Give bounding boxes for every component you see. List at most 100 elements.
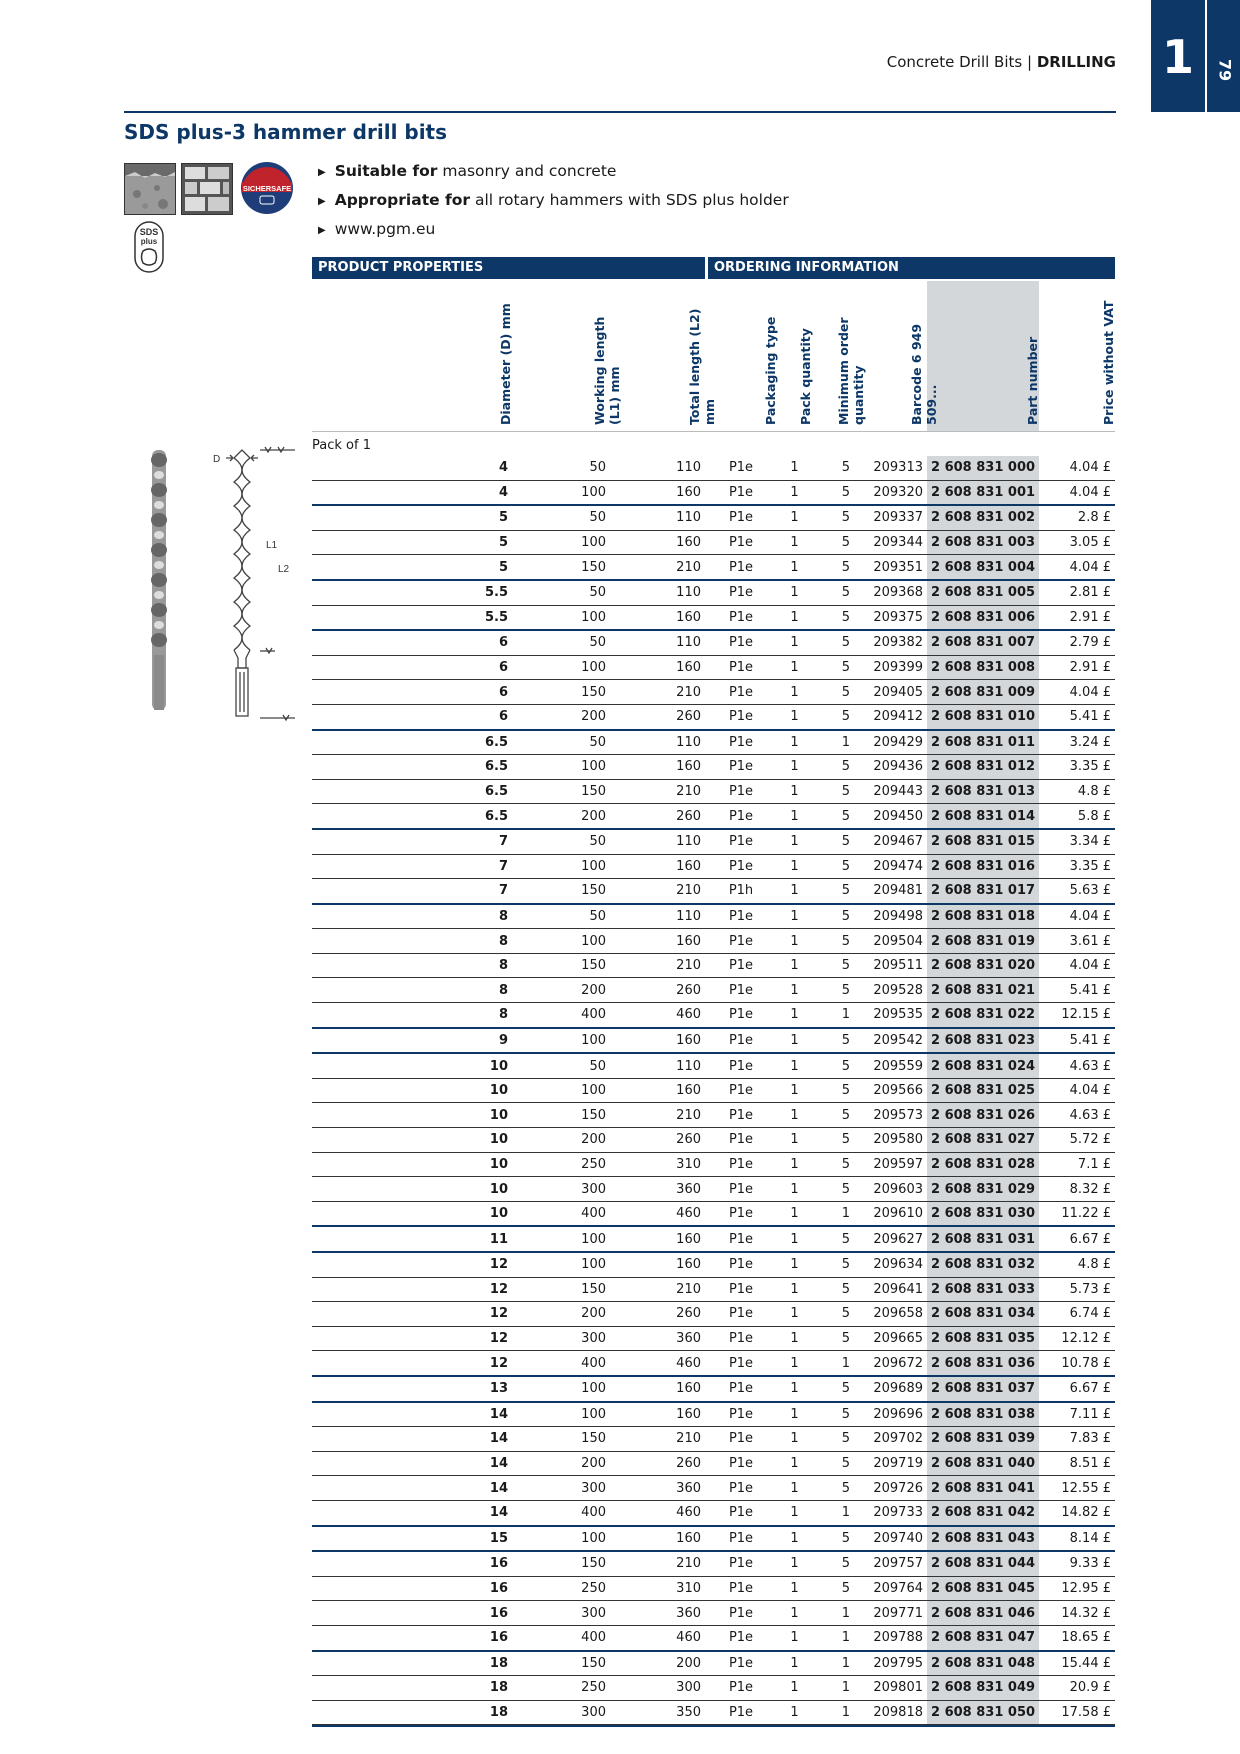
plus-label: plus [141,237,158,246]
column-header: Working length (L1) mm [512,281,622,431]
cell-price: 11.22 £ [1039,1201,1115,1227]
cell-price: 10.78 £ [1039,1350,1115,1377]
cell-diameter: 10 [312,1078,512,1104]
cell-working-length: 150 [512,554,610,581]
cell-min-order: 5 [812,629,854,656]
table-row: 18 150 200 P1e 1 1 209795 2 608 831 048 15.44 £ [312,1649,1115,1677]
cell-pack-quantity: 1 [777,902,812,930]
cell-packaging-type: P1h [705,878,777,905]
cell-pack-quantity: 1 [777,480,812,506]
cell-min-order: 1 [812,1201,854,1227]
cell-part-number: 2 608 831 037 [927,1374,1039,1403]
cell-barcode: 209351 [854,554,927,581]
cell-working-length: 150 [512,1550,610,1577]
cell-part-number: 2 608 831 038 [927,1400,1039,1428]
cell-barcode: 209368 [854,578,927,606]
cell-working-length: 200 [512,704,610,731]
cell-price: 5.63 £ [1039,878,1115,905]
cell-diameter: 10 [312,1176,512,1202]
cell-working-length: 100 [512,1524,610,1552]
cell-working-length: 400 [512,1625,610,1652]
website-link[interactable]: www.pgm.eu [334,220,436,238]
cell-total-length: 210 [610,779,705,805]
cell-total-length: 260 [610,977,705,1004]
cell-diameter: 13 [312,1374,512,1403]
table-row: 4 50 110 P1e 1 5 209313 2 608 831 000 4.04 £ [312,456,1115,481]
cell-working-length: 100 [512,655,610,681]
cell-diameter: 9 [312,1026,512,1054]
cell-price: 7.1 £ [1039,1152,1115,1178]
column-header-label: Price without VAT [1101,300,1116,425]
cell-diameter: 10 [312,1127,512,1153]
cell-total-length: 210 [610,1550,705,1577]
cell-min-order: 5 [812,1078,854,1104]
cell-diameter: 8 [312,928,512,954]
cell-total-length: 310 [610,1576,705,1602]
table-row: 16 300 360 P1e 1 1 209771 2 608 831 046 14.32 £ [312,1600,1115,1626]
cell-total-length: 160 [610,754,705,780]
cell-min-order: 1 [812,1500,854,1527]
cell-pack-quantity: 1 [777,1675,812,1701]
cell-total-length: 360 [610,1475,705,1501]
cell-working-length: 200 [512,977,610,1004]
cell-min-order: 1 [812,1625,854,1652]
drill-bit-diagram: D L1 L2 [151,446,295,722]
cell-pack-quantity: 1 [777,779,812,805]
column-header: Barcode 6 949 509... [854,281,939,431]
sds-plus-icon: SDS plus [134,221,164,273]
cell-packaging-type: P1e [705,754,777,780]
table-row: 10 150 210 P1e 1 5 209573 2 608 831 026 4.63 £ [312,1102,1115,1129]
cell-price: 8.32 £ [1039,1176,1115,1202]
cell-part-number: 2 608 831 034 [927,1301,1039,1327]
cell-packaging-type: P1e [705,854,777,880]
cell-diameter: 14 [312,1500,512,1527]
cell-diameter: 6.5 [312,803,512,830]
cell-part-number: 2 608 831 041 [927,1475,1039,1501]
table-row: 6.5 200 260 P1e 1 5 209450 2 608 831 014 5.8 £ [312,803,1115,830]
table-row: 7 100 160 P1e 1 5 209474 2 608 831 016 3.35 £ [312,854,1115,880]
cell-part-number: 2 608 831 030 [927,1201,1039,1227]
section-ordering-information: ORDERING INFORMATION [708,257,1115,279]
cell-barcode: 209429 [854,728,927,756]
cell-min-order: 5 [812,827,854,855]
cell-diameter: 6 [312,704,512,731]
cell-price: 2.8 £ [1039,504,1115,531]
cell-working-length: 100 [512,480,610,506]
table-row: 5 100 160 P1e 1 5 209344 2 608 831 003 3.05 £ [312,530,1115,556]
cell-part-number: 2 608 831 050 [927,1700,1039,1726]
cell-min-order: 5 [812,1550,854,1577]
cell-working-length: 100 [512,1400,610,1428]
cell-total-length: 210 [610,953,705,979]
cell-pack-quantity: 1 [777,803,812,830]
cell-price: 6.67 £ [1039,1374,1115,1403]
cell-working-length: 400 [512,1201,610,1227]
cell-part-number: 2 608 831 032 [927,1250,1039,1278]
cell-price: 5.41 £ [1039,977,1115,1004]
cell-packaging-type: P1e [705,1675,777,1701]
cell-price: 9.33 £ [1039,1550,1115,1577]
cell-working-length: 250 [512,1152,610,1178]
cell-part-number: 2 608 831 012 [927,754,1039,780]
cell-working-length: 50 [512,578,610,606]
cell-packaging-type: P1e [705,1700,777,1726]
cell-part-number: 2 608 831 046 [927,1600,1039,1626]
cell-diameter: 8 [312,953,512,979]
cell-total-length: 260 [610,1127,705,1153]
table-row: 10 250 310 P1e 1 5 209597 2 608 831 028 7.1 £ [312,1152,1115,1178]
cell-total-length: 210 [610,1102,705,1129]
cell-packaging-type: P1e [705,1277,777,1303]
cell-min-order: 5 [812,779,854,805]
cell-pack-quantity: 1 [777,1277,812,1303]
cell-min-order: 1 [812,1700,854,1726]
cell-pack-quantity: 1 [777,655,812,681]
cell-barcode: 209436 [854,754,927,780]
cell-price: 20.9 £ [1039,1675,1115,1701]
cell-working-length: 300 [512,1700,610,1726]
bullet-website[interactable]: www.pgm.eu [318,216,789,245]
cell-total-length: 160 [610,1524,705,1552]
cell-pack-quantity: 1 [777,1451,812,1477]
cell-price: 12.12 £ [1039,1326,1115,1352]
running-header: Concrete Drill Bits | DRILLING [887,53,1116,71]
cell-packaging-type: P1e [705,1326,777,1352]
cell-barcode: 209719 [854,1451,927,1477]
